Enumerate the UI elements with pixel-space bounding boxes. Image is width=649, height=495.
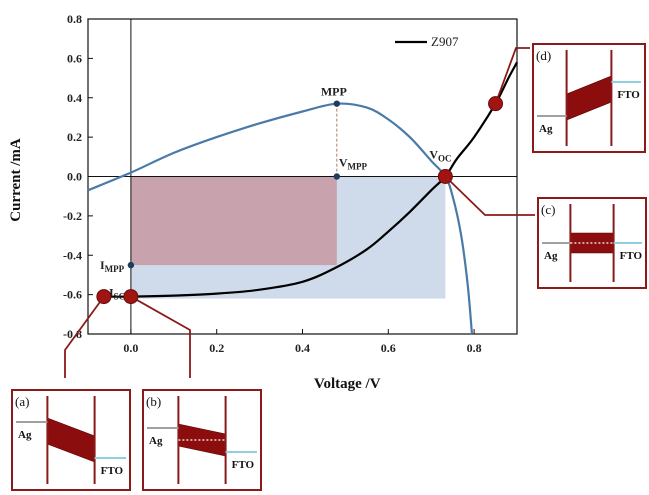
x-tick-label: 0.6 <box>381 341 396 355</box>
connector-b <box>130 295 191 378</box>
inset-left-label: Ag <box>544 250 558 262</box>
inset-left-label: Ag <box>18 429 32 441</box>
y-tick-label: 0.8 <box>67 12 82 26</box>
inset-a: (a) Ag FTO <box>11 389 131 491</box>
y-axis-title: Current /mA <box>8 138 24 222</box>
y-tick-label: -0.4 <box>63 248 82 262</box>
x-tick-label: 0.4 <box>295 341 310 355</box>
ticks: 0.0 0.2 0.4 0.6 0.8 0.8 0.6 0.4 0.2 0.0 -0.2 -0.4 -0… <box>63 12 482 355</box>
inset-right-label: FTO <box>620 250 643 262</box>
inset-letter: (c) <box>541 202 555 217</box>
y-tick-label: 0.0 <box>67 170 82 184</box>
power-curve-line <box>87 102 474 335</box>
x-tick-label: 0.8 <box>467 341 482 355</box>
inset-left-label: Ag <box>149 435 163 447</box>
marker-b <box>123 289 139 305</box>
connector-d <box>494 47 530 104</box>
impp-point <box>127 261 135 269</box>
connector-c <box>444 175 535 216</box>
vmpp-point <box>333 173 341 180</box>
curves <box>87 61 518 335</box>
z907-jv-curve-line <box>100 61 518 298</box>
y-tick-label: 0.2 <box>67 130 82 144</box>
y-tick-label: -0.2 <box>63 209 82 223</box>
mpp-point <box>333 100 341 107</box>
inset-right-label: FTO <box>232 459 255 471</box>
inset-c: (c) Ag FTO <box>537 197 647 289</box>
mpp-label: MPP <box>321 85 347 99</box>
inset-left-label: Ag <box>539 123 553 135</box>
impp-label: IMPP <box>100 258 125 274</box>
voc-label: VOC <box>429 148 451 164</box>
y-tick-label: 0.6 <box>67 51 82 65</box>
shaded-areas <box>130 176 446 299</box>
inset-letter: (a) <box>15 394 29 409</box>
y-tick-label: 0.4 <box>67 91 82 105</box>
inset-right-label: FTO <box>617 89 640 101</box>
inset-letter: (d) <box>536 48 551 63</box>
x-axis-title: Voltage /V <box>314 376 381 392</box>
marker-c <box>437 169 453 184</box>
inset-letter: (b) <box>146 394 161 409</box>
y-tick-label: -0.6 <box>63 288 82 302</box>
mpp-power-rectangle <box>130 176 337 266</box>
x-tick-label: 0.0 <box>123 341 138 355</box>
connector-a <box>64 296 105 378</box>
marker-a <box>96 289 112 305</box>
vmpp-label: VMPP <box>339 156 368 172</box>
x-tick-label: 0.2 <box>209 341 224 355</box>
legend-label-z907: Z907 <box>431 34 459 49</box>
isc-label: ISC <box>109 286 125 302</box>
marker-d <box>488 96 504 112</box>
insets: (a) Ag FTO (b) Ag FTO (c) Ag FTO (d) Ag FTO <box>11 43 647 491</box>
y-tick-label: -0.8 <box>63 327 82 341</box>
inset-b: (b) Ag FTO <box>142 389 262 491</box>
annotations: MPP VMPP VOC IMPP ISC <box>64 47 535 378</box>
inset-right-label: FTO <box>101 465 124 477</box>
legend: Z907 <box>395 34 459 49</box>
inset-d: (d) Ag FTO <box>532 43 646 153</box>
